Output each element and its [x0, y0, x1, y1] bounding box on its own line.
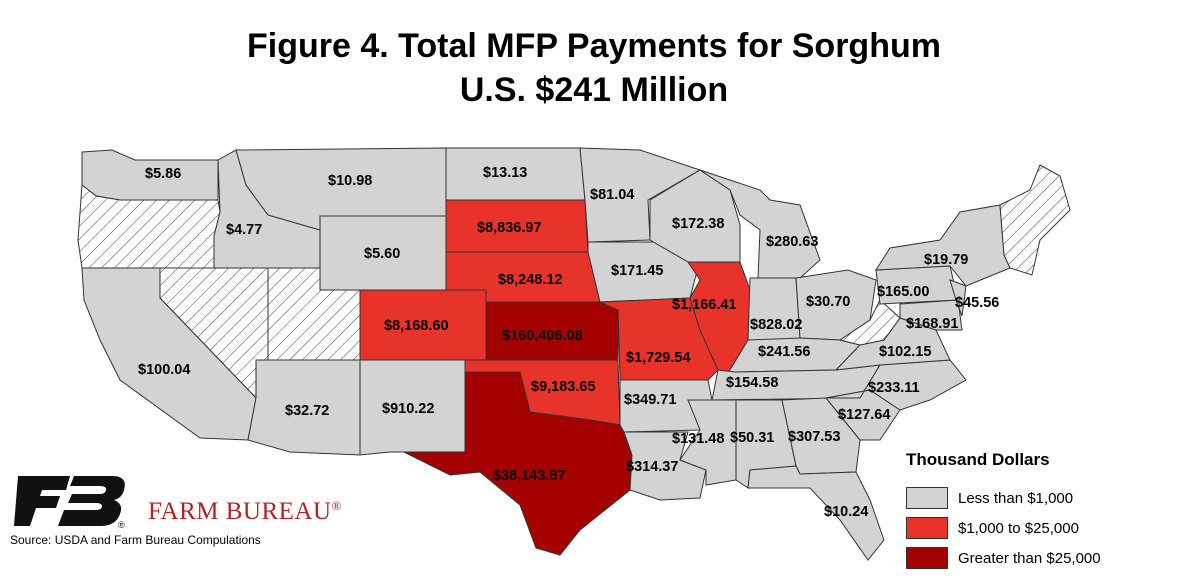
label-tennessee: $154.58	[726, 375, 778, 391]
source-note: Source: USDA and Farm Bureau Compulation…	[10, 533, 261, 547]
legend-item-low: Less than $1,000	[906, 485, 1073, 511]
state-california	[81, 267, 257, 441]
label-alabama: $50.31	[730, 430, 774, 446]
label-minnesota: $81.04	[590, 187, 634, 203]
label-new-jersey: $45.56	[955, 295, 999, 311]
label-wyoming: $5.60	[364, 246, 400, 262]
label-louisiana: $314.37	[626, 459, 678, 475]
label-iowa: $171.45	[611, 263, 663, 279]
label-georgia: $307.53	[788, 429, 840, 445]
state-maryland	[899, 299, 963, 331]
label-illinois: $1,166.41	[672, 297, 737, 313]
legend-title: Thousand Dollars	[906, 450, 1050, 469]
label-michigan: $280.63	[766, 234, 818, 250]
state-louisiana	[623, 431, 707, 501]
legend-label-mid: $1,000 to $25,000	[958, 519, 1079, 537]
label-north-carolina: $233.11	[868, 380, 920, 396]
state-new-jersey	[949, 279, 967, 317]
label-washington: $5.86	[145, 166, 181, 182]
logo-registered-mark: ®	[118, 520, 125, 530]
label-california: $100.04	[138, 362, 190, 378]
state-texas	[403, 371, 633, 556]
label-maryland: $168.91	[906, 316, 958, 332]
label-oklahoma: $9,183.65	[531, 379, 596, 395]
label-indiana: $828.02	[750, 317, 802, 333]
legend-label-low: Less than $1,000	[958, 489, 1074, 507]
label-south-carolina: $127.64	[838, 407, 890, 423]
label-wisconsin: $172.38	[672, 216, 724, 232]
label-arizona: $32.72	[285, 403, 329, 419]
state-minnesota	[579, 147, 702, 243]
label-ohio: $30.70	[806, 294, 850, 310]
label-montana: $10.98	[328, 173, 372, 189]
farm-bureau-logo-icon: ®	[14, 476, 125, 530]
legend-swatch-low	[906, 487, 948, 509]
label-north-dakota: $13.13	[483, 165, 527, 181]
map-subtitle: U.S. $241 Million	[459, 71, 729, 109]
state-new-england	[999, 164, 1071, 276]
label-arkansas: $349.71	[624, 392, 676, 408]
label-texas: $38,143.87	[493, 468, 566, 484]
label-south-dakota: $8,836.97	[477, 220, 542, 236]
label-pennsylvania: $165.00	[877, 284, 929, 300]
label-florida: $10.24	[824, 504, 868, 520]
label-new-york: $19.79	[924, 252, 968, 268]
brand-text: FARM BUREAU	[148, 498, 332, 525]
state-florida	[747, 465, 885, 561]
label-mississippi: $131.48	[672, 431, 724, 447]
label-new-mexico: $910.22	[382, 401, 434, 417]
label-missouri: $1,729.54	[626, 350, 691, 366]
brand-name: FARM BUREAU®	[148, 498, 342, 526]
label-nebraska: $8,248.12	[498, 272, 563, 288]
legend-swatch-high	[906, 547, 948, 569]
map-title: Figure 4. Total MFP Payments for Sorghum	[247, 27, 941, 65]
brand-registered-mark: ®	[331, 498, 342, 513]
label-idaho: $4.77	[226, 222, 262, 238]
legend-label-high: Greater than $25,000	[958, 549, 1101, 567]
label-virginia: $102.15	[879, 344, 931, 360]
legend-swatch-mid	[906, 517, 948, 539]
label-kentucky: $241.56	[758, 344, 810, 360]
label-kansas: $160,406.08	[502, 328, 583, 344]
label-colorado: $8,168.60	[384, 318, 449, 334]
legend-item-high: Greater than $25,000	[906, 545, 1101, 571]
legend-item-mid: $1,000 to $25,000	[906, 515, 1079, 541]
